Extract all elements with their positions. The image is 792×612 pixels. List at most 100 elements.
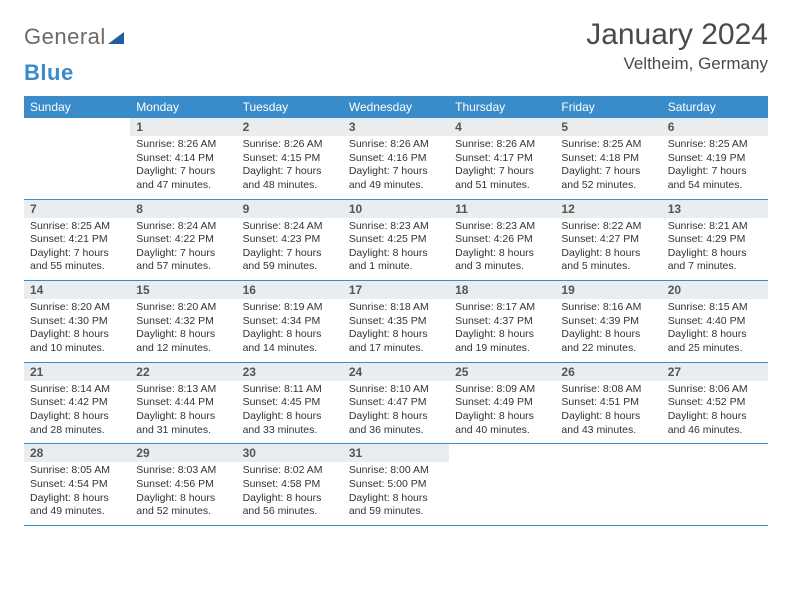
- daylight-text-1: Daylight: 8 hours: [455, 247, 549, 261]
- week-row: 14Sunrise: 8:20 AMSunset: 4:30 PMDayligh…: [24, 281, 768, 363]
- day-cell: 26 Sunrise: 8:08 AMSunset: 4:51 PMDayligh…: [555, 363, 661, 444]
- day-details: Sunrise: 8:14 AMSunset: 4:42 PMDaylight:…: [24, 381, 130, 444]
- day-cell: 2Sunrise: 8:26 AMSunset: 4:15 PMDaylight…: [237, 118, 343, 199]
- day-number: 5: [555, 118, 661, 136]
- day-cell: 16Sunrise: 8:19 AMSunset: 4:34 PMDayligh…: [237, 281, 343, 362]
- daylight-text-2: and 10 minutes.: [30, 342, 124, 356]
- day-details: Sunrise: 8:00 AMSunset: 5:00 PMDaylight:…: [343, 462, 449, 525]
- sunset-text: Sunset: 4:58 PM: [243, 478, 337, 492]
- day-cell: 20Sunrise: 8:15 AMSunset: 4:40 PMDayligh…: [662, 281, 768, 362]
- sunset-text: Sunset: 4:51 PM: [561, 396, 655, 410]
- day-number: 20: [662, 281, 768, 299]
- daylight-text-2: and 5 minutes.: [561, 260, 655, 274]
- day-details: Sunrise: 8:24 AMSunset: 4:22 PMDaylight:…: [130, 218, 236, 281]
- sunrise-text: Sunrise: 8:08 AM: [561, 383, 655, 397]
- daylight-text-1: Daylight: 7 hours: [349, 165, 443, 179]
- daylight-text-2: and 7 minutes.: [668, 260, 762, 274]
- sunrise-text: Sunrise: 8:09 AM: [455, 383, 549, 397]
- day-details: Sunrise: 8:26 AMSunset: 4:14 PMDaylight:…: [130, 136, 236, 199]
- day-number: 6: [662, 118, 768, 136]
- day-cell: 22Sunrise: 8:13 AMSunset: 4:44 PMDayligh…: [130, 363, 236, 444]
- sunset-text: Sunset: 4:45 PM: [243, 396, 337, 410]
- sunset-text: Sunset: 4:19 PM: [668, 152, 762, 166]
- day-cell: 5Sunrise: 8:25 AMSunset: 4:18 PMDaylight…: [555, 118, 661, 199]
- weekday-header: Monday: [130, 96, 236, 118]
- daylight-text-1: Daylight: 7 hours: [561, 165, 655, 179]
- sunset-text: Sunset: 4:14 PM: [136, 152, 230, 166]
- sunset-text: Sunset: 4:26 PM: [455, 233, 549, 247]
- daylight-text-2: and 12 minutes.: [136, 342, 230, 356]
- day-number: 9: [237, 200, 343, 218]
- day-number: 24: [343, 363, 449, 381]
- daylight-text-1: Daylight: 8 hours: [243, 492, 337, 506]
- sunrise-text: Sunrise: 8:20 AM: [30, 301, 124, 315]
- day-details: Sunrise: 8:26 AMSunset: 4:15 PMDaylight:…: [237, 136, 343, 199]
- sunrise-text: Sunrise: 8:26 AM: [136, 138, 230, 152]
- day-details: Sunrise: 8:26 AMSunset: 4:17 PMDaylight:…: [449, 136, 555, 199]
- sunrise-text: Sunrise: 8:20 AM: [136, 301, 230, 315]
- day-cell: 11Sunrise: 8:23 AMSunset: 4:26 PMDayligh…: [449, 200, 555, 281]
- weekday-header: Sunday: [24, 96, 130, 118]
- daylight-text-1: Daylight: 7 hours: [136, 247, 230, 261]
- daylight-text-2: and 48 minutes.: [243, 179, 337, 193]
- daylight-text-1: Daylight: 8 hours: [243, 410, 337, 424]
- day-number: 1: [130, 118, 236, 136]
- daylight-text-2: and 55 minutes.: [30, 260, 124, 274]
- day-details: Sunrise: 8:17 AMSunset: 4:37 PMDaylight:…: [449, 299, 555, 362]
- weekday-header: Friday: [555, 96, 661, 118]
- logo-word-2: Blue: [24, 60, 74, 85]
- sunset-text: Sunset: 4:35 PM: [349, 315, 443, 329]
- sunrise-text: Sunrise: 8:11 AM: [243, 383, 337, 397]
- sunset-text: Sunset: 4:22 PM: [136, 233, 230, 247]
- daylight-text-2: and 46 minutes.: [668, 424, 762, 438]
- daylight-text-2: and 22 minutes.: [561, 342, 655, 356]
- day-number: 8: [130, 200, 236, 218]
- week-row: 28Sunrise: 8:05 AMSunset: 4:54 PMDayligh…: [24, 444, 768, 526]
- day-details: Sunrise: 8:24 AMSunset: 4:23 PMDaylight:…: [237, 218, 343, 281]
- daylight-text-1: Daylight: 8 hours: [243, 328, 337, 342]
- day-cell: 21Sunrise: 8:14 AMSunset: 4:42 PMDayligh…: [24, 363, 130, 444]
- day-number: 19: [555, 281, 661, 299]
- day-cell: 25Sunrise: 8:09 AMSunset: 4:49 PMDayligh…: [449, 363, 555, 444]
- day-cell: 3Sunrise: 8:26 AMSunset: 4:16 PMDaylight…: [343, 118, 449, 199]
- daylight-text-1: Daylight: 8 hours: [30, 492, 124, 506]
- day-number: 30: [237, 444, 343, 462]
- day-number: 16: [237, 281, 343, 299]
- daylight-text-1: Daylight: 8 hours: [455, 410, 549, 424]
- location-label: Veltheim, Germany: [586, 54, 768, 74]
- sunrise-text: Sunrise: 8:15 AM: [668, 301, 762, 315]
- day-cell: [555, 444, 661, 525]
- sunrise-text: Sunrise: 8:21 AM: [668, 220, 762, 234]
- sunset-text: Sunset: 4:54 PM: [30, 478, 124, 492]
- day-cell: [24, 118, 130, 199]
- sunset-text: Sunset: 4:21 PM: [30, 233, 124, 247]
- daylight-text-1: Daylight: 7 hours: [455, 165, 549, 179]
- weekday-header: Wednesday: [343, 96, 449, 118]
- day-cell: 28Sunrise: 8:05 AMSunset: 4:54 PMDayligh…: [24, 444, 130, 525]
- daylight-text-1: Daylight: 8 hours: [561, 410, 655, 424]
- day-number: 18: [449, 281, 555, 299]
- daylight-text-2: and 33 minutes.: [243, 424, 337, 438]
- daylight-text-1: Daylight: 8 hours: [349, 492, 443, 506]
- day-cell: 12Sunrise: 8:22 AMSunset: 4:27 PMDayligh…: [555, 200, 661, 281]
- day-details: Sunrise: 8:10 AMSunset: 4:47 PMDaylight:…: [343, 381, 449, 444]
- daylight-text-2: and 59 minutes.: [349, 505, 443, 519]
- week-row: 1Sunrise: 8:26 AMSunset: 4:14 PMDaylight…: [24, 118, 768, 200]
- day-cell: 23Sunrise: 8:11 AMSunset: 4:45 PMDayligh…: [237, 363, 343, 444]
- sunrise-text: Sunrise: 8:17 AM: [455, 301, 549, 315]
- daylight-text-1: Daylight: 8 hours: [349, 247, 443, 261]
- day-details: Sunrise: 8:20 AMSunset: 4:32 PMDaylight:…: [130, 299, 236, 362]
- sunrise-text: Sunrise: 8:25 AM: [30, 220, 124, 234]
- daylight-text-1: Daylight: 8 hours: [136, 328, 230, 342]
- sunset-text: Sunset: 4:37 PM: [455, 315, 549, 329]
- day-details: Sunrise: 8:05 AMSunset: 4:54 PMDaylight:…: [24, 462, 130, 525]
- day-details: Sunrise: 8:23 AMSunset: 4:26 PMDaylight:…: [449, 218, 555, 281]
- day-cell: 1Sunrise: 8:26 AMSunset: 4:14 PMDaylight…: [130, 118, 236, 199]
- day-cell: 8Sunrise: 8:24 AMSunset: 4:22 PMDaylight…: [130, 200, 236, 281]
- day-details: Sunrise: 8:11 AMSunset: 4:45 PMDaylight:…: [237, 381, 343, 444]
- daylight-text-2: and 31 minutes.: [136, 424, 230, 438]
- day-number: 26: [555, 363, 661, 381]
- sunset-text: Sunset: 4:52 PM: [668, 396, 762, 410]
- daylight-text-2: and 52 minutes.: [136, 505, 230, 519]
- daylight-text-1: Daylight: 8 hours: [349, 410, 443, 424]
